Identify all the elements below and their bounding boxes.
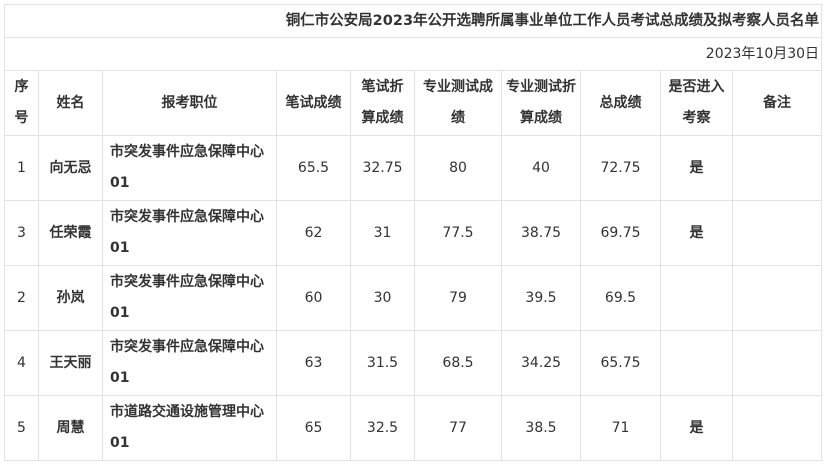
header-cell: 专业测试折算成绩 bbox=[501, 70, 581, 136]
cell-inspect bbox=[660, 330, 733, 396]
cell-pro: 79 bbox=[414, 265, 502, 331]
header-cell: 总成绩 bbox=[580, 70, 661, 136]
cell-no: 5 bbox=[4, 395, 39, 461]
cell-pro: 77.5 bbox=[414, 200, 502, 266]
header-cell: 专业测试成绩 bbox=[414, 70, 502, 136]
publish-date: 2023年10月30日 bbox=[3, 37, 823, 71]
cell-note bbox=[731, 395, 823, 461]
header-cell: 姓名 bbox=[38, 70, 103, 136]
cell-position: 市突发事件应急保障中心01 bbox=[102, 330, 277, 396]
cell-no: 2 bbox=[4, 265, 39, 331]
cell-name: 向无忌 bbox=[38, 135, 103, 201]
cell-note bbox=[731, 330, 823, 396]
cell-inspect: 是 bbox=[660, 200, 733, 266]
cell-written-conv: 32.5 bbox=[350, 395, 415, 461]
cell-written: 65.5 bbox=[276, 135, 351, 201]
header-cell: 是否进入考察 bbox=[660, 70, 733, 136]
cell-no: 3 bbox=[4, 200, 39, 266]
cell-written: 62 bbox=[276, 200, 351, 266]
cell-note bbox=[731, 265, 823, 331]
cell-position: 市突发事件应急保障中心01 bbox=[102, 200, 277, 266]
cell-pro-conv: 39.5 bbox=[501, 265, 581, 331]
header-cell: 序号 bbox=[4, 70, 39, 136]
cell-inspect bbox=[660, 265, 733, 331]
cell-position: 市突发事件应急保障中心01 bbox=[102, 265, 277, 331]
header-cell: 笔试折算成绩 bbox=[350, 70, 415, 136]
cell-name: 孙岚 bbox=[38, 265, 103, 331]
cell-name: 王天丽 bbox=[38, 330, 103, 396]
cell-written: 63 bbox=[276, 330, 351, 396]
cell-total: 69.5 bbox=[580, 265, 661, 331]
cell-pro-conv: 38.5 bbox=[501, 395, 581, 461]
cell-inspect: 是 bbox=[660, 395, 733, 461]
cell-written-conv: 32.75 bbox=[350, 135, 415, 201]
cell-position: 市道路交通设施管理中心01 bbox=[102, 395, 277, 461]
cell-name: 周慧 bbox=[38, 395, 103, 461]
cell-written-conv: 30 bbox=[350, 265, 415, 331]
cell-note bbox=[731, 135, 823, 201]
header-cell: 报考职位 bbox=[102, 70, 277, 136]
cell-total: 72.75 bbox=[580, 135, 661, 201]
page-title: 铜仁市公安局2023年公开选聘所属事业单位工作人员考试总成绩及拟考察人员名单 bbox=[3, 4, 823, 38]
cell-total: 65.75 bbox=[580, 330, 661, 396]
cell-pro: 80 bbox=[414, 135, 502, 201]
cell-written: 65 bbox=[276, 395, 351, 461]
cell-note bbox=[731, 200, 823, 266]
table-header: 序号 姓名 报考职位 笔试成绩 笔试折算成绩 专业测试成绩 专业测试折算成绩 总… bbox=[4, 70, 823, 136]
table-row: 2 孙岚 市突发事件应急保障中心01 60 30 79 39.5 69.5 bbox=[4, 265, 823, 331]
cell-name: 任荣霞 bbox=[38, 200, 103, 266]
cell-no: 1 bbox=[4, 135, 39, 201]
cell-inspect: 是 bbox=[660, 135, 733, 201]
header-cell: 备注 bbox=[731, 70, 823, 136]
cell-no: 4 bbox=[4, 330, 39, 396]
cell-written-conv: 31.5 bbox=[350, 330, 415, 396]
table-row: 5 周慧 市道路交通设施管理中心01 65 32.5 77 38.5 71 是 bbox=[4, 395, 823, 461]
table-row: 1 向无忌 市突发事件应急保障中心01 65.5 32.75 80 40 72.75 是 bbox=[4, 135, 823, 201]
cell-pro-conv: 40 bbox=[501, 135, 581, 201]
cell-written-conv: 31 bbox=[350, 200, 415, 266]
cell-position: 市突发事件应急保障中心01 bbox=[102, 135, 277, 201]
table-row: 4 王天丽 市突发事件应急保障中心01 63 31.5 68.5 34.25 65.75 bbox=[4, 330, 823, 396]
cell-pro-conv: 38.75 bbox=[501, 200, 581, 266]
cell-total: 69.75 bbox=[580, 200, 661, 266]
cell-total: 71 bbox=[580, 395, 661, 461]
cell-pro: 68.5 bbox=[414, 330, 502, 396]
cell-pro-conv: 34.25 bbox=[501, 330, 581, 396]
results-table: 铜仁市公安局2023年公开选聘所属事业单位工作人员考试总成绩及拟考察人员名单 2… bbox=[3, 4, 823, 461]
cell-pro: 77 bbox=[414, 395, 502, 461]
cell-written: 60 bbox=[276, 265, 351, 331]
table-row: 3 任荣霞 市突发事件应急保障中心01 62 31 77.5 38.75 69.75 是 bbox=[4, 200, 823, 266]
header-cell: 笔试成绩 bbox=[276, 70, 351, 136]
